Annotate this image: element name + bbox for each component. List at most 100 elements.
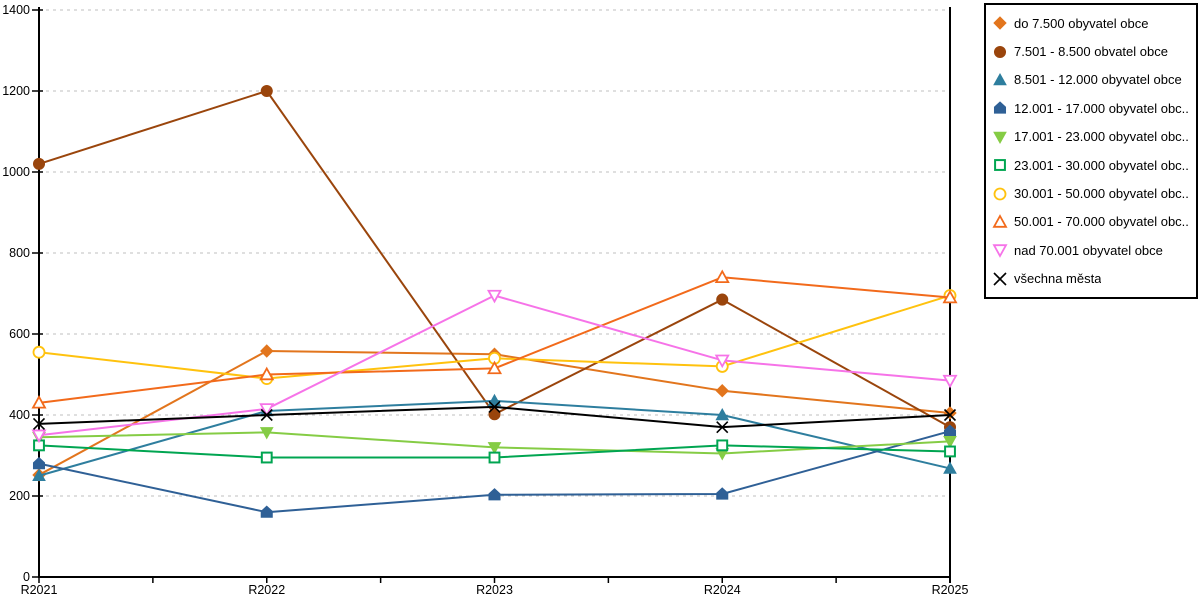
legend-item: 7.501 - 8.500 obvatel obce <box>992 44 1190 60</box>
triangle-down-marker-icon <box>942 374 958 389</box>
legend-label: všechna města <box>1014 271 1102 287</box>
x-axis-label: R2021 <box>21 583 58 597</box>
triangle-up-marker-icon <box>715 407 730 421</box>
pentagon-legend-icon <box>993 101 1007 114</box>
y-axis-label: 1400 <box>2 3 30 17</box>
triangle-up-marker-icon <box>992 214 1008 228</box>
legend-item: 23.001 - 30.000 obyvatel obc... <box>992 157 1190 173</box>
triangle-down-legend-icon <box>992 244 1008 259</box>
x-axis-label: R2024 <box>704 583 741 597</box>
legend-item: 17.001 - 23.000 obyvatel obc... <box>992 129 1190 145</box>
x-axis-label: R2025 <box>932 583 969 597</box>
triangle-down-marker-icon <box>487 442 502 455</box>
triangle-down-marker-icon <box>259 403 275 417</box>
triangle-down-marker-icon <box>31 429 47 444</box>
circle-marker-icon <box>32 157 46 170</box>
diamond-legend-icon <box>993 16 1007 30</box>
circle-marker-icon <box>716 293 729 306</box>
legend-label: 23.001 - 30.000 obyvatel obc... <box>1014 157 1190 173</box>
legend-label: nad 70.001 obyvatel obce <box>1014 242 1163 258</box>
square-marker-icon <box>994 159 1006 172</box>
pentagon-marker-icon <box>260 505 273 518</box>
legend-label: 30.001 - 50.000 obyvatel obc... <box>1014 186 1190 202</box>
x-marker-icon <box>716 421 729 434</box>
triangle-down-marker-icon <box>993 131 1007 144</box>
x-legend-icon <box>993 272 1007 286</box>
x-marker-icon <box>993 272 1007 286</box>
triangle-down-marker-icon <box>259 427 274 440</box>
circle-marker-icon <box>488 408 501 421</box>
triangle-up-marker-icon <box>943 461 957 474</box>
pentagon-marker-icon <box>488 488 501 501</box>
square-marker-icon <box>260 451 273 464</box>
circle-marker-icon <box>993 45 1007 58</box>
legend-label: 12.001 - 17.000 obyvatel obc... <box>1014 100 1190 116</box>
legend-label: do 7.500 obyvatel obce <box>1014 15 1149 31</box>
square-marker-icon <box>488 451 501 464</box>
triangle-up-marker-icon <box>486 360 503 375</box>
triangle-down-marker-icon <box>486 289 503 304</box>
square-legend-icon <box>994 159 1006 172</box>
triangle-down-marker-icon <box>992 244 1008 259</box>
triangle-up-marker-icon <box>31 394 47 409</box>
triangle-up-marker-icon <box>32 468 46 482</box>
pentagon-marker-icon <box>32 456 46 470</box>
circle-marker-icon <box>993 187 1007 200</box>
x-axis-label: R2023 <box>476 583 513 597</box>
triangle-down-marker-icon <box>943 436 957 449</box>
legend-item: nad 70.001 obyvatel obce <box>992 242 1190 259</box>
circle-legend-icon <box>993 187 1007 200</box>
diamond-marker-icon <box>715 383 729 398</box>
y-axis-label: 1000 <box>2 165 30 179</box>
x-marker-icon <box>260 408 273 422</box>
legend-item: 12.001 - 17.000 obyvatel obc... <box>992 100 1190 116</box>
triangle-down-marker-icon <box>714 354 730 369</box>
x-marker-icon <box>32 417 46 430</box>
triangle-up-marker-icon <box>259 366 275 381</box>
legend-label: 17.001 - 23.000 obyvatel obc... <box>1014 129 1190 145</box>
diamond-marker-icon <box>943 406 957 420</box>
triangle-up-marker-icon <box>714 269 730 283</box>
circle-marker-icon <box>260 84 273 98</box>
triangle-up-legend-icon <box>992 214 1008 228</box>
legend-label: 7.501 - 8.500 obvatel obce <box>1014 44 1168 60</box>
legend-item: 50.001 - 70.000 obyvatel obc... <box>992 214 1190 230</box>
diamond-marker-icon <box>993 16 1007 30</box>
y-axis-label: 400 <box>9 408 30 422</box>
series-markers-8 <box>31 289 958 444</box>
circle-legend-icon <box>993 45 1007 58</box>
triangle-up-marker-icon <box>993 72 1007 86</box>
square-marker-icon <box>716 439 729 452</box>
y-axis-label: 800 <box>9 246 30 260</box>
y-axis-label: 1200 <box>2 84 30 98</box>
legend-item: do 7.500 obyvatel obce <box>992 15 1190 31</box>
series-markers-9 <box>32 400 957 434</box>
y-axis-label: 200 <box>9 489 30 503</box>
y-axis-label: 600 <box>9 327 30 341</box>
legend-label: 8.501 - 12.000 obyvatel obce <box>1014 72 1182 88</box>
circle-marker-icon <box>32 345 46 359</box>
series-line-1 <box>38 90 951 429</box>
y-axis-label: 0 <box>23 570 30 584</box>
series-markers-5 <box>33 439 956 464</box>
legend-item: 8.501 - 12.000 obyvatel obce <box>992 72 1190 88</box>
legend-label: 50.001 - 70.000 obyvatel obc... <box>1014 214 1190 230</box>
x-axis-label: R2022 <box>248 583 285 597</box>
legend-item: 30.001 - 50.000 obyvatel obc... <box>992 186 1190 202</box>
diamond-marker-icon <box>260 344 274 358</box>
legend-item: všechna města <box>992 271 1190 287</box>
series-markers-1 <box>32 84 957 434</box>
x-marker-icon <box>488 400 501 413</box>
chart-legend: do 7.500 obyvatel obce 7.501 - 8.500 obva… <box>984 3 1198 299</box>
triangle-up-legend-icon <box>993 72 1007 86</box>
triangle-up-marker-icon <box>942 289 958 304</box>
triangle-down-legend-icon <box>993 131 1007 144</box>
x-marker-icon <box>943 408 957 422</box>
square-marker-icon <box>944 445 956 458</box>
pentagon-marker-icon <box>716 487 729 500</box>
pentagon-marker-icon <box>993 101 1007 114</box>
series-markers-3 <box>32 424 957 518</box>
series-markers-7 <box>31 269 958 409</box>
